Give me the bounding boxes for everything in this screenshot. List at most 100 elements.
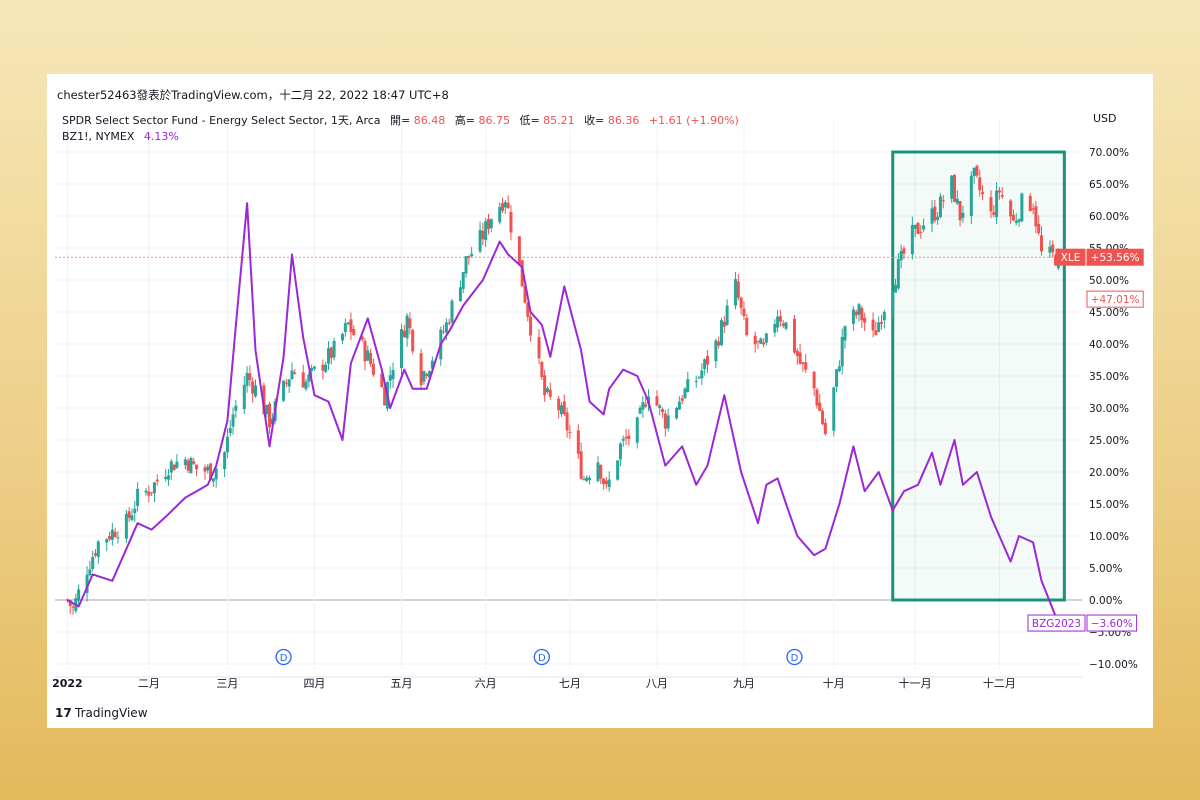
candle-body bbox=[419, 353, 423, 386]
candle-body bbox=[304, 381, 308, 390]
xle-candle bbox=[922, 218, 926, 232]
xle-candle bbox=[860, 305, 864, 328]
candle-body bbox=[1009, 200, 1013, 217]
candle-body bbox=[262, 385, 266, 415]
y-tick-label: 5.00% bbox=[1089, 563, 1122, 575]
xle-candle bbox=[346, 321, 350, 326]
candle-body bbox=[186, 460, 190, 471]
candle-body bbox=[85, 574, 89, 593]
candle-body bbox=[599, 465, 603, 479]
xle-candle bbox=[832, 386, 836, 437]
candle-body bbox=[995, 190, 999, 218]
xle-candle bbox=[223, 451, 227, 478]
xle-candle bbox=[1000, 187, 1004, 199]
candle-body bbox=[1000, 195, 1004, 197]
bzg2023-point bbox=[864, 490, 866, 492]
xle-last-label-symbol-box bbox=[1055, 248, 1086, 266]
candle-body bbox=[891, 291, 895, 315]
xle-candle bbox=[1040, 226, 1044, 256]
x-tick-label: 四月 bbox=[303, 677, 325, 690]
candle-body bbox=[604, 480, 608, 485]
y-tick-label: 10.00% bbox=[1089, 531, 1129, 543]
candle-body bbox=[430, 360, 434, 369]
bzg2023-point bbox=[608, 388, 610, 390]
bzg2023-point bbox=[903, 490, 905, 492]
xle-candle bbox=[332, 337, 336, 361]
xle-candle bbox=[71, 604, 75, 615]
xle-candle bbox=[234, 400, 238, 419]
ohlc-low-label: 低= bbox=[519, 114, 539, 127]
xle-candle bbox=[616, 459, 620, 481]
xle-candle bbox=[792, 314, 796, 355]
legend-compare: BZ1!, NYMEX 4.13% bbox=[62, 130, 179, 143]
candle-body bbox=[874, 330, 878, 336]
xle-candle bbox=[995, 182, 999, 225]
candle-body bbox=[840, 337, 844, 367]
xle-candle bbox=[419, 348, 423, 390]
y-tick-label: 30.00% bbox=[1089, 403, 1129, 415]
candle-body bbox=[773, 323, 777, 333]
xle-candle bbox=[175, 454, 179, 470]
xle-candle bbox=[835, 368, 839, 393]
candle-body bbox=[428, 371, 432, 378]
candle-body bbox=[952, 174, 956, 202]
ohlc-close-label: 收= bbox=[584, 113, 604, 127]
candle-body bbox=[517, 236, 521, 265]
candle-body bbox=[152, 482, 156, 494]
compare-value: 4.13% bbox=[144, 130, 179, 143]
xle-candle bbox=[195, 464, 199, 477]
bzg2023-point bbox=[757, 522, 759, 524]
candle-body bbox=[739, 297, 743, 308]
xle-candle bbox=[341, 332, 345, 344]
dividend-marker-icon[interactable]: D bbox=[275, 648, 292, 666]
bzg2023-point bbox=[1040, 580, 1043, 582]
xle-candle bbox=[113, 527, 117, 538]
candle-body bbox=[823, 422, 827, 435]
dividend-marker-icon[interactable]: D bbox=[533, 648, 550, 666]
candle-body bbox=[540, 361, 544, 378]
xle-candle bbox=[910, 216, 914, 260]
chart-canvas[interactable]: 70.00%65.00%60.00%55.00%50.00%45.00%40.0… bbox=[47, 74, 1153, 728]
bzg2023-point bbox=[268, 445, 271, 447]
bzg2023-point bbox=[426, 388, 428, 390]
x-tick-label: 六月 bbox=[475, 677, 497, 690]
candle-body bbox=[658, 405, 662, 408]
xle-candle bbox=[399, 324, 403, 377]
dividend-marker-icon[interactable]: D bbox=[786, 648, 803, 666]
candle-body bbox=[602, 478, 606, 485]
xle-candle bbox=[287, 378, 291, 393]
candle-body bbox=[722, 321, 726, 327]
xle-candle bbox=[192, 457, 196, 465]
candle-body bbox=[1014, 220, 1018, 223]
bzg2023-point bbox=[226, 420, 229, 422]
xle-candle bbox=[290, 362, 294, 380]
candle-body bbox=[568, 431, 572, 433]
xle-candle bbox=[543, 369, 547, 403]
xle-candle bbox=[503, 199, 507, 214]
xle-candle bbox=[489, 218, 493, 233]
xle-candle bbox=[254, 379, 258, 398]
candle-body bbox=[498, 206, 502, 223]
candle-body bbox=[388, 375, 392, 381]
bzg2023-point bbox=[235, 324, 237, 326]
bzg2023-point bbox=[740, 471, 742, 473]
change-value: +1.61 (+1.90%) bbox=[649, 114, 739, 127]
xle-candle bbox=[798, 344, 802, 365]
candle-body bbox=[501, 203, 505, 211]
bzg2023-point bbox=[207, 484, 209, 486]
bzg2023-point bbox=[66, 599, 69, 601]
xle-candle bbox=[343, 318, 347, 337]
candle-body bbox=[228, 428, 232, 434]
xle-candle bbox=[837, 360, 841, 373]
bzg2023-point bbox=[580, 349, 582, 351]
x-tick-label: 七月 bbox=[559, 677, 581, 690]
xle-candle bbox=[745, 313, 749, 337]
xle-candle bbox=[742, 301, 746, 320]
xle-candle bbox=[725, 299, 729, 327]
candle-body bbox=[781, 323, 785, 326]
xle-candle bbox=[245, 366, 249, 393]
xle-last-label-symbol-text: XLE bbox=[1061, 252, 1081, 264]
candle-body bbox=[447, 322, 451, 324]
y-tick-label: 25.00% bbox=[1089, 435, 1129, 447]
